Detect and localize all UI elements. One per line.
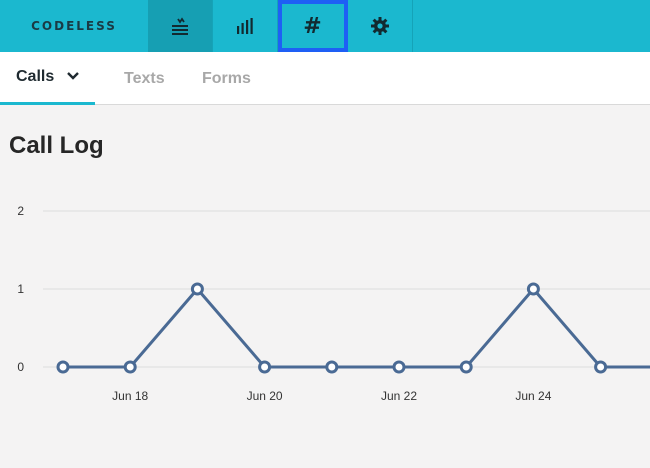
bar-chart-icon	[235, 17, 255, 35]
nav-settings-button[interactable]	[348, 0, 413, 52]
y-tick-label: 2	[17, 204, 24, 218]
data-point[interactable]	[258, 360, 272, 374]
hash-icon: #	[303, 13, 322, 39]
data-point[interactable]	[190, 282, 204, 296]
nav-feed-button[interactable]	[148, 0, 213, 52]
series-line	[63, 287, 650, 369]
x-tick-label: Jun 18	[112, 389, 148, 403]
gear-icon	[370, 16, 390, 36]
chevron-down-icon[interactable]	[66, 68, 80, 86]
call-log-chart: 0 1 2 Jun 18 Jun 20 Jun 22 Jun 24	[17, 204, 650, 403]
tab-calls[interactable]: Calls	[0, 52, 95, 105]
tab-texts[interactable]: Texts	[124, 69, 165, 87]
tab-bar: Calls Texts Forms	[0, 52, 650, 105]
page-title: Call Log	[9, 132, 104, 159]
y-tick-label: 1	[17, 282, 24, 296]
data-point[interactable]	[123, 360, 137, 374]
data-point[interactable]	[459, 360, 473, 374]
tab-forms[interactable]: Forms	[202, 69, 251, 87]
data-point[interactable]	[594, 360, 608, 374]
brand-logo[interactable]: CODELESS	[31, 19, 117, 33]
feed-icon	[169, 17, 191, 35]
x-tick-label: Jun 24	[515, 389, 551, 403]
data-point[interactable]	[526, 282, 540, 296]
top-nav-bar: CODELESS #	[0, 0, 650, 52]
data-point[interactable]	[56, 360, 70, 374]
nav-reports-button[interactable]	[213, 0, 278, 52]
data-point[interactable]	[325, 360, 339, 374]
y-tick-label: 0	[17, 360, 24, 374]
tab-calls-label: Calls	[16, 68, 55, 85]
nav-numbers-button[interactable]: #	[278, 0, 348, 52]
x-tick-label: Jun 20	[247, 389, 283, 403]
data-point[interactable]	[392, 360, 406, 374]
x-tick-label: Jun 22	[381, 389, 417, 403]
